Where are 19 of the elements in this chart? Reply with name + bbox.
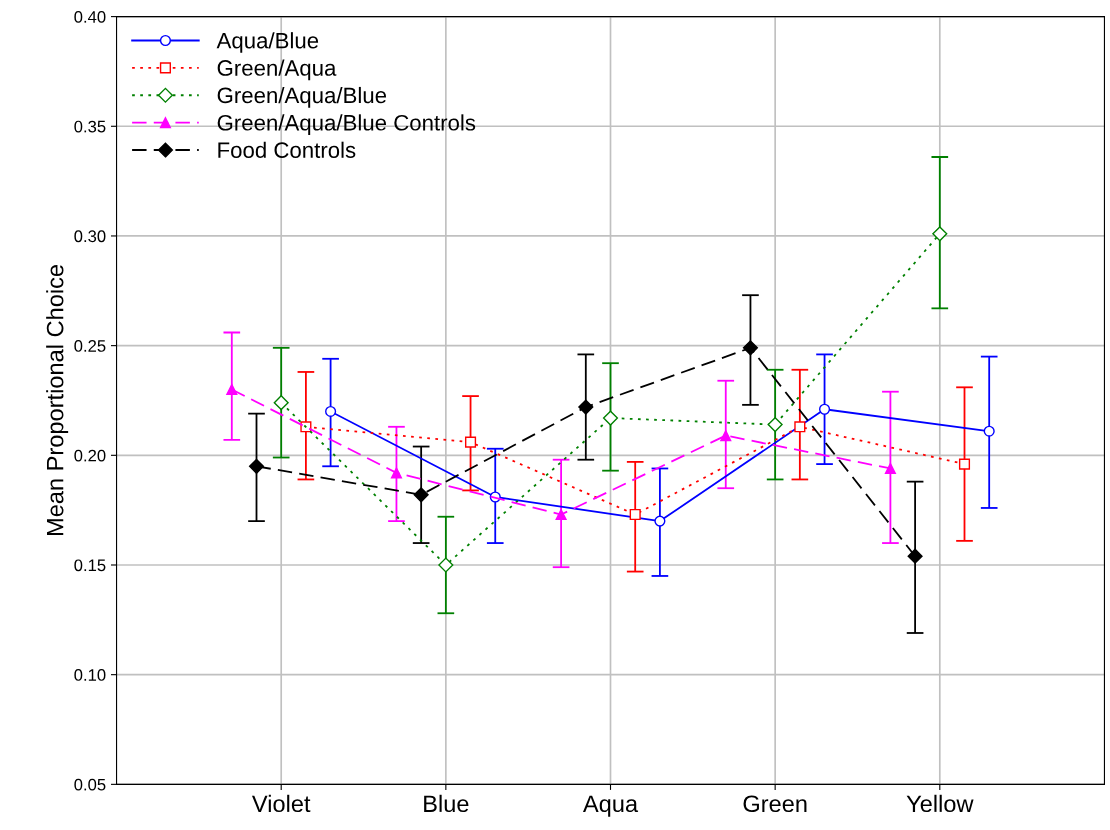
y-tick-label: 0.40: [74, 11, 106, 23]
x-tick-label: Violet: [251, 794, 311, 813]
x-tick-label: Blue: [424, 794, 469, 813]
legend-label: Green/Aqua: [217, 59, 337, 81]
legend-label: Green/Aqua/Blue Controls: [217, 114, 476, 136]
x-tick-label: Aqua: [582, 795, 639, 817]
x-tick-label: Yellow: [906, 794, 974, 813]
y-axis-title: Mean Proportional Choice: [46, 265, 69, 536]
legend-label: Food Controls: [218, 141, 356, 159]
y-tick-label: 0.20: [74, 449, 106, 462]
legend-label: Green/Aqua/Blue: [217, 86, 387, 108]
y-tick-label: 0.15: [74, 559, 106, 572]
y-tick-label: 0.10: [74, 669, 106, 681]
y-tick-label: 0.30: [74, 230, 106, 243]
x-tick-label: Green: [743, 795, 807, 813]
y-tick-label: 0.35: [74, 120, 106, 133]
y-tick-label: 0.05: [74, 778, 106, 791]
legend-label: Aqua/Blue: [216, 32, 319, 53]
y-tick-label: 0.25: [74, 340, 106, 352]
